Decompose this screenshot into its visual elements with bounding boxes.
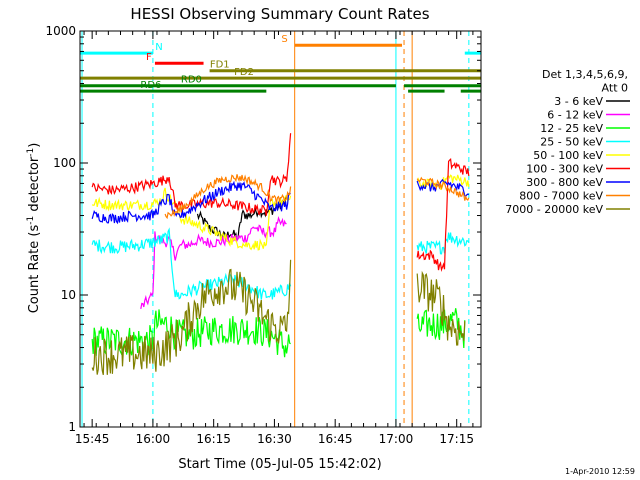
plot-frame xyxy=(79,30,482,428)
flag-label: RD0 xyxy=(181,75,202,86)
series-line xyxy=(196,195,288,242)
series-line xyxy=(91,178,470,225)
y-tick-label: 1 xyxy=(68,420,76,434)
event-markers xyxy=(81,31,470,427)
x-tick-label: 16:30 xyxy=(257,432,292,446)
y-tick-label: 100 xyxy=(53,156,76,170)
legend-entry-label: 6 - 12 keV xyxy=(547,109,603,122)
series-line xyxy=(164,174,470,220)
x-tick-label: 15:45 xyxy=(75,432,110,446)
legend-entry-label: 100 - 300 keV xyxy=(526,163,603,176)
flag-label: N xyxy=(155,42,162,53)
legend-entry-label: 800 - 7000 keV xyxy=(519,190,603,203)
series-line xyxy=(91,259,466,376)
x-axis-label: Start Time (05-Jul-05 15:42:02) xyxy=(178,457,381,472)
legend-entry-label: 50 - 100 keV xyxy=(533,149,603,162)
legend-header: Det 1,3,4,5,6,9, xyxy=(542,68,628,81)
y-tick-label: 10 xyxy=(61,288,76,302)
x-tick-label: 16:45 xyxy=(318,432,353,446)
flag-label: RD6 xyxy=(140,80,161,91)
legend-entry-label: 7000 - 20000 keV xyxy=(505,203,603,216)
timestamp: 1-Apr-2010 12:59 xyxy=(565,467,635,476)
chart-title: HESSI Observing Summary Count Rates xyxy=(130,5,429,23)
flag-label: FD2 xyxy=(234,67,254,78)
axes: 15:45 16:00 16:15 16:30 16:45 17:00 17:15 1 10 10… xyxy=(45,24,481,446)
flag-bars: NF S FD1 FD2 RD0 RD6 xyxy=(80,34,481,93)
series-line xyxy=(140,215,287,310)
x-tick-label: 16:15 xyxy=(196,432,231,446)
legend-header: Att 0 xyxy=(602,82,628,95)
x-tick-label: 17:00 xyxy=(379,432,414,446)
series-line xyxy=(91,227,470,300)
series-group xyxy=(91,133,470,376)
legend-entry-label: 12 - 25 keV xyxy=(540,122,603,135)
x-tick-label: 16:00 xyxy=(136,432,171,446)
y-axis-label: Count Rate (s-1 detector-1) xyxy=(26,143,42,314)
flag-label: F xyxy=(146,52,152,63)
y-tick-label: 1000 xyxy=(45,24,76,38)
flag-label: S xyxy=(281,34,287,45)
flag-label: FD1 xyxy=(210,60,230,71)
legend-entry-label: 25 - 50 keV xyxy=(540,136,603,149)
legend-entry-label: 3 - 6 keV xyxy=(554,95,603,108)
legend-entry-label: 300 - 800 keV xyxy=(526,176,603,189)
x-tick-label: 17:15 xyxy=(439,432,474,446)
